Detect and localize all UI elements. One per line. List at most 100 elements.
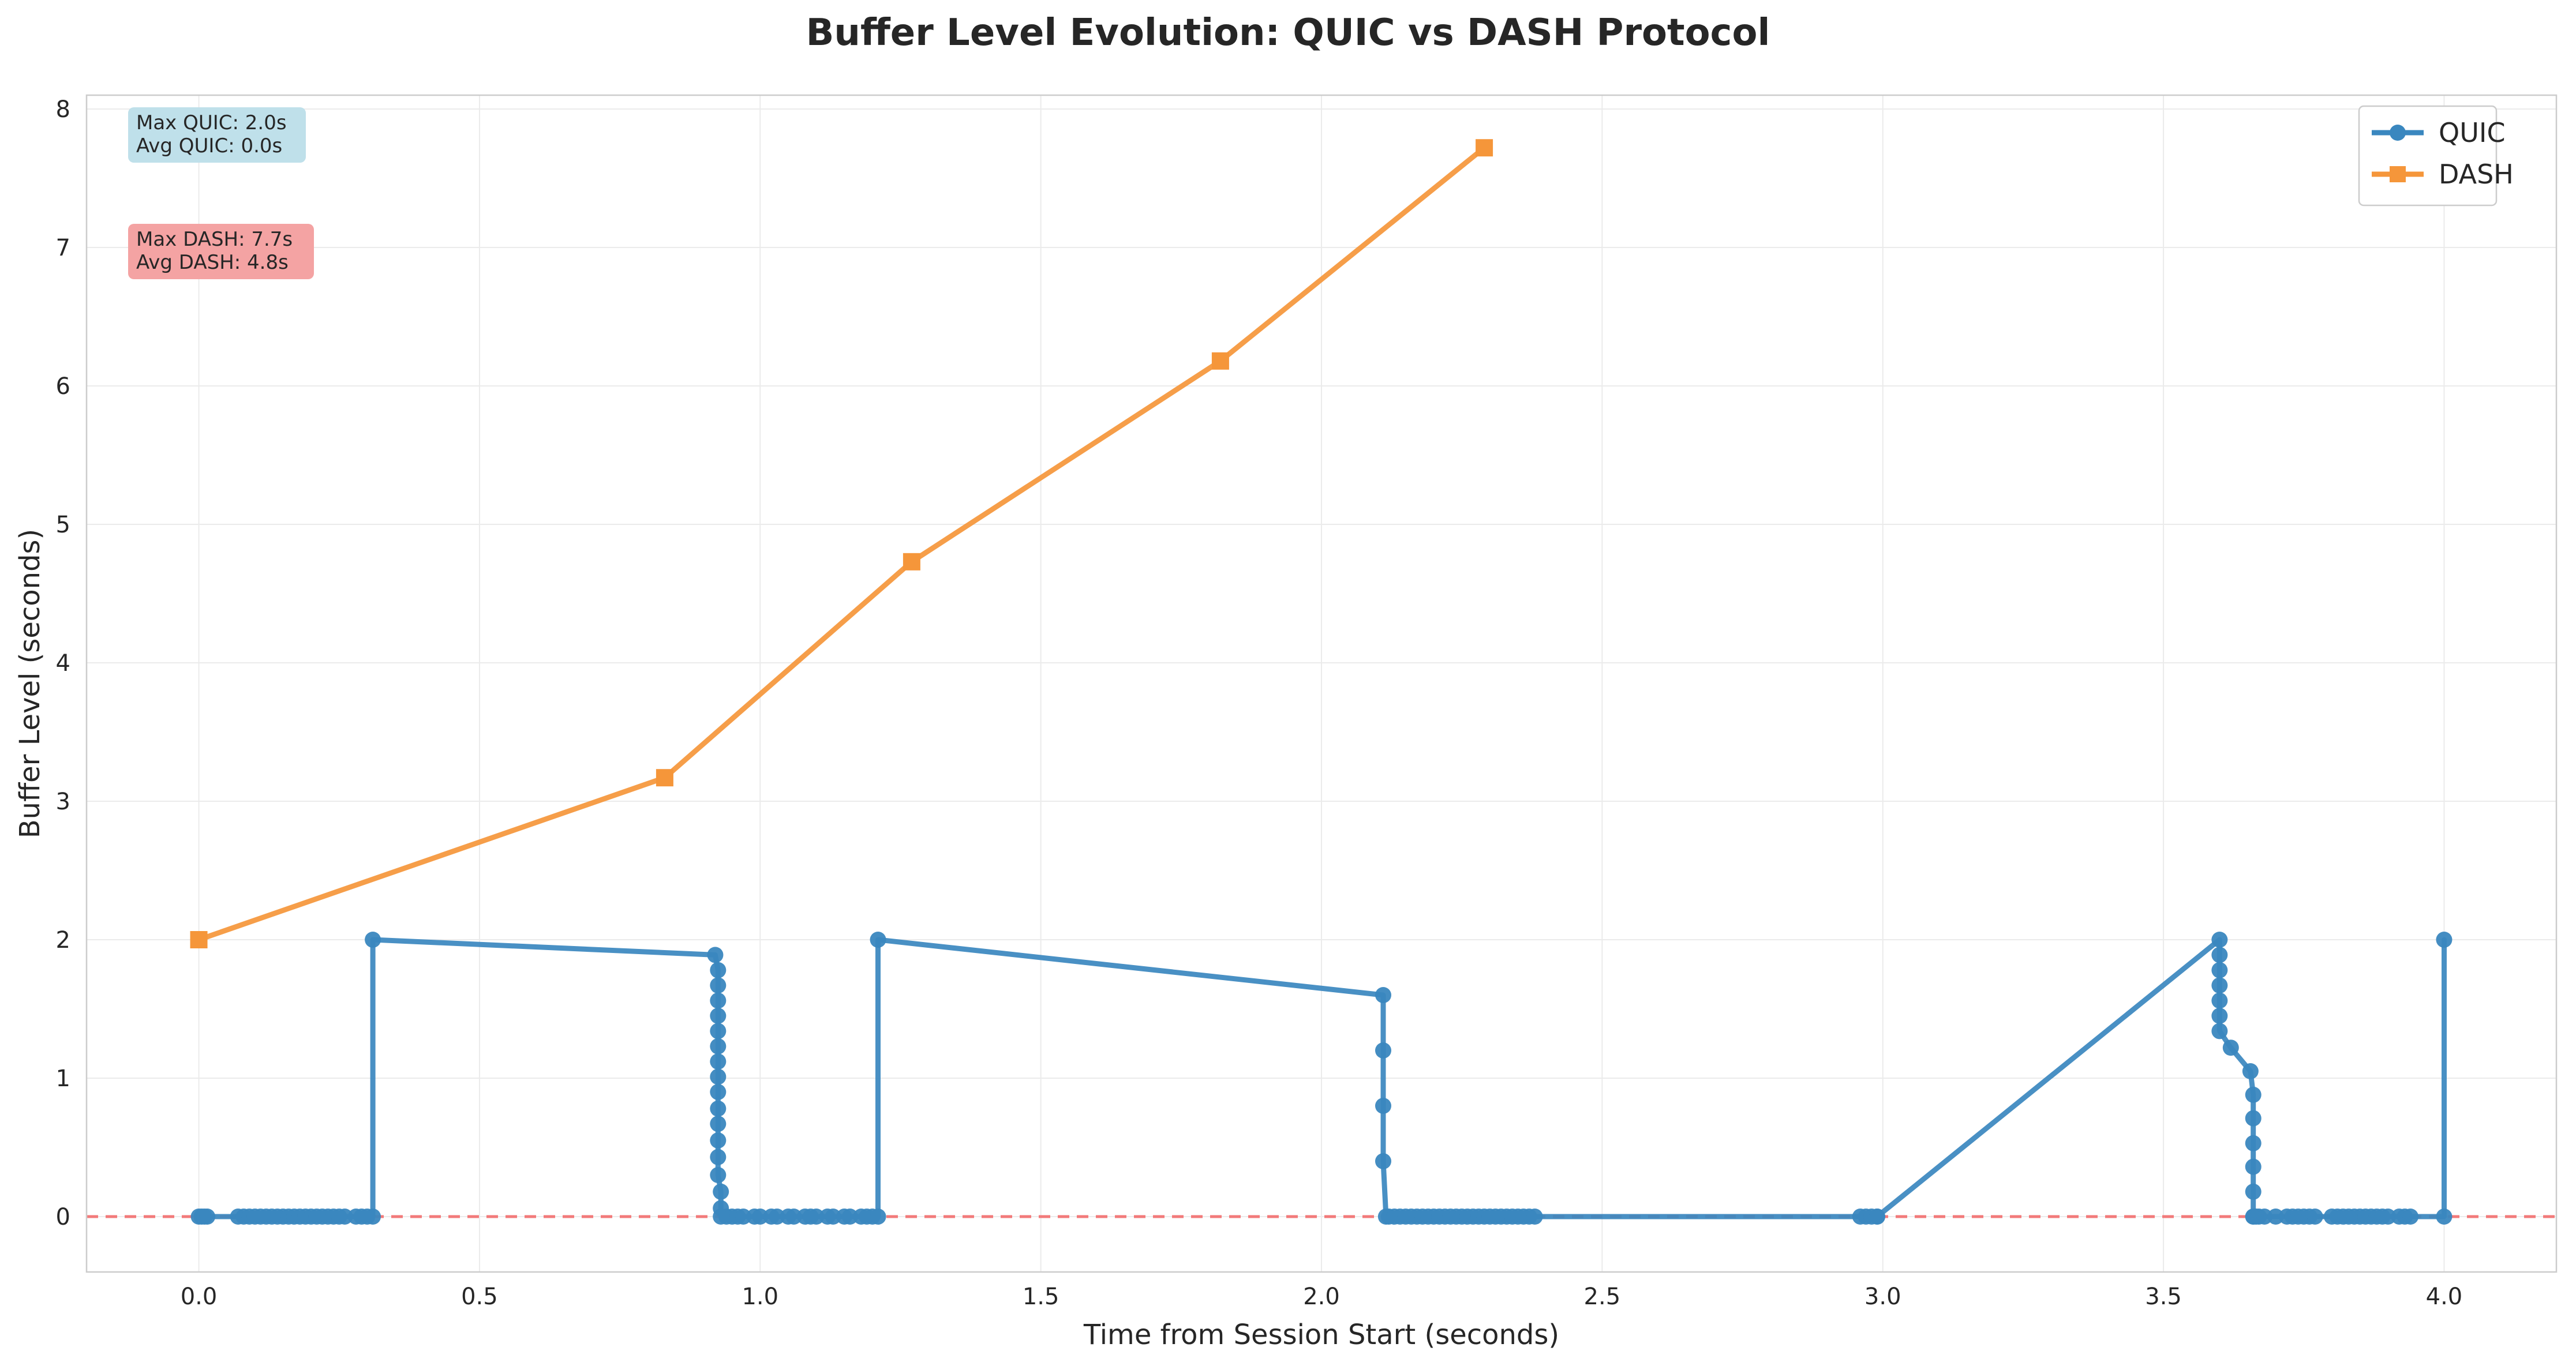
quic-point — [2402, 1209, 2419, 1225]
dash-stats-avg: Avg DASH: 4.8s — [136, 251, 289, 274]
x-tick-label: 1.5 — [1023, 1284, 1059, 1310]
quic-point — [2211, 932, 2228, 948]
x-tick-label: 0.0 — [181, 1284, 218, 1310]
quic-point — [870, 932, 886, 948]
quic-point — [752, 1209, 769, 1225]
y-tick-label: 0 — [56, 1204, 70, 1230]
y-axis-label: Buffer Level (seconds) — [14, 529, 46, 839]
chart-title: Buffer Level Evolution: QUIC vs DASH Pro… — [806, 12, 1770, 54]
quic-series — [190, 932, 2453, 1225]
quic-point — [710, 1023, 727, 1039]
quic-point — [365, 1209, 381, 1225]
quic-point — [710, 1053, 727, 1070]
y-axis-ticks: 0 1 2 3 4 5 6 7 8 — [56, 96, 70, 1230]
quic-point — [2436, 1209, 2453, 1225]
quic-point — [707, 947, 724, 963]
dash-stats-box: Max DASH: 7.7s Avg DASH: 4.8s — [128, 224, 314, 279]
quic-point — [710, 977, 727, 994]
y-tick-label: 5 — [56, 512, 70, 538]
x-tick-label: 2.5 — [1584, 1284, 1621, 1310]
dash-point — [1476, 139, 1493, 157]
quic-point — [1869, 1209, 1885, 1225]
quic-point — [2211, 962, 2228, 978]
quic-point — [710, 1038, 727, 1054]
quic-point — [713, 1183, 729, 1200]
dash-series — [190, 139, 1493, 948]
legend-dash-marker — [2390, 166, 2406, 182]
quic-point — [1375, 1098, 1391, 1114]
quic-point — [2211, 1023, 2228, 1039]
y-tick-label: 3 — [56, 789, 70, 815]
y-tick-label: 8 — [56, 96, 70, 123]
quic-point — [808, 1209, 825, 1225]
series-layer — [190, 139, 2453, 1225]
quic-point — [2245, 1183, 2262, 1200]
dash-point — [1211, 352, 1229, 370]
quic-point — [825, 1209, 841, 1225]
x-axis-ticks: 0.0 0.5 1.0 1.5 2.0 2.5 3.0 3.5 4.0 — [181, 1284, 2463, 1310]
y-tick-label: 6 — [56, 373, 70, 400]
quic-point — [710, 1149, 727, 1165]
quic-point — [710, 1008, 727, 1024]
legend-dash-label: DASH — [2439, 159, 2514, 190]
dash-point — [190, 931, 208, 948]
x-tick-label: 3.0 — [1864, 1284, 1901, 1310]
quic-point — [710, 1100, 727, 1117]
quic-point — [2211, 947, 2228, 963]
x-tick-label: 2.0 — [1303, 1284, 1340, 1310]
y-tick-label: 7 — [56, 235, 70, 261]
quic-point — [2211, 992, 2228, 1009]
legend-quic-label: QUIC — [2439, 117, 2506, 148]
plot-frame — [85, 94, 2558, 1273]
quic-point — [2245, 1110, 2262, 1127]
legend-quic-marker — [2390, 125, 2406, 141]
x-tick-label: 0.5 — [461, 1284, 498, 1310]
quic-point — [2245, 1086, 2262, 1103]
quic-point — [2380, 1209, 2397, 1225]
quic-point — [2436, 932, 2453, 948]
quic-point — [1375, 1153, 1391, 1169]
x-axis-label: Time from Session Start (seconds) — [1083, 1319, 1559, 1351]
grid-lines — [87, 95, 2556, 1272]
quic-point — [785, 1209, 802, 1225]
quic-point — [870, 1209, 886, 1225]
quic-stats-avg: Avg QUIC: 0.0s — [136, 134, 282, 157]
x-tick-label: 1.0 — [742, 1284, 778, 1310]
y-tick-label: 2 — [56, 927, 70, 954]
dash-stats-max: Max DASH: 7.7s — [136, 228, 293, 251]
quic-point — [2211, 977, 2228, 994]
y-tick-label: 1 — [56, 1065, 70, 1092]
quic-point — [710, 992, 727, 1009]
quic-point — [1526, 1209, 1543, 1225]
x-tick-label: 3.5 — [2145, 1284, 2182, 1310]
quic-point — [769, 1209, 785, 1225]
dash-point — [903, 553, 920, 571]
quic-point — [2211, 1008, 2228, 1024]
quic-point — [710, 1116, 727, 1132]
quic-point — [2245, 1135, 2262, 1151]
quic-point — [710, 1167, 727, 1183]
y-tick-label: 4 — [56, 650, 70, 677]
quic-point — [2245, 1158, 2262, 1175]
x-tick-label: 4.0 — [2426, 1284, 2463, 1310]
quic-point — [710, 1132, 727, 1149]
quic-point — [2242, 1063, 2259, 1079]
quic-point — [735, 1209, 752, 1225]
quic-point — [336, 1209, 353, 1225]
quic-point — [710, 1084, 727, 1100]
quic-point — [1375, 1042, 1391, 1059]
quic-point — [365, 932, 381, 948]
quic-point — [2222, 1039, 2239, 1056]
quic-point — [2256, 1209, 2273, 1225]
quic-stats-max: Max QUIC: 2.0s — [136, 111, 287, 134]
quic-point — [199, 1209, 216, 1225]
quic-point — [1375, 987, 1391, 1003]
quic-point — [710, 1068, 727, 1085]
quic-point — [2267, 1209, 2284, 1225]
quic-point — [841, 1209, 858, 1225]
quic-stats-box: Max QUIC: 2.0s Avg QUIC: 0.0s — [128, 107, 306, 163]
legend: QUIC DASH — [2358, 105, 2514, 207]
quic-point — [710, 962, 727, 978]
quic-point — [2307, 1209, 2323, 1225]
